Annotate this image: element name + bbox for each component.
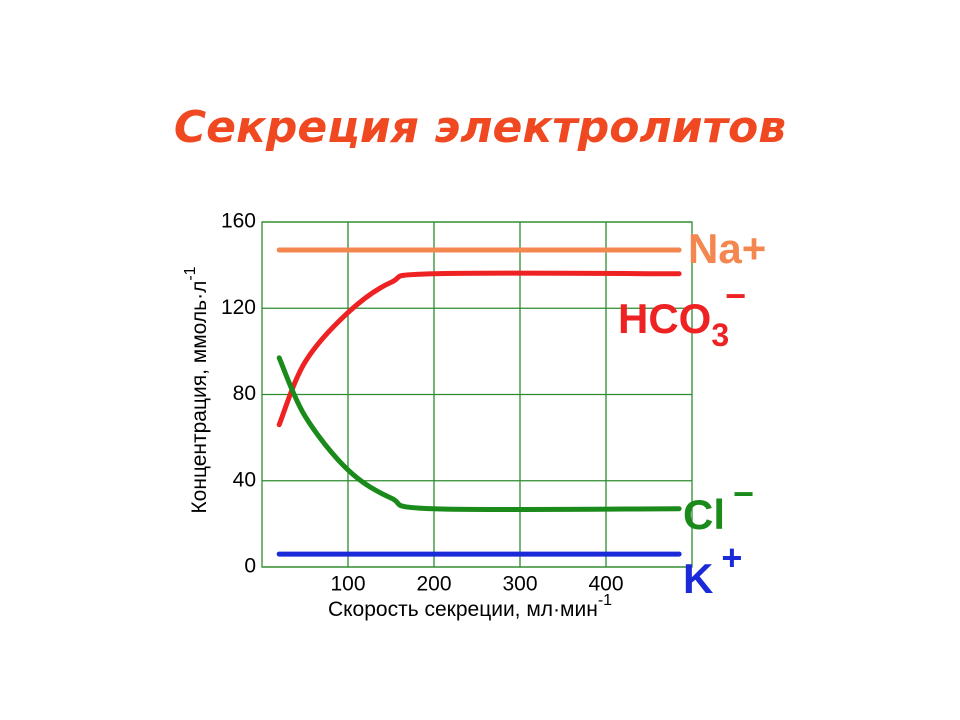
series-line <box>276 355 682 513</box>
y-axis-label: Концентрация, ммоль·л-1 <box>182 266 210 513</box>
series-name: Na+ <box>688 225 766 272</box>
y-axis-label-sup: -1 <box>182 266 199 280</box>
x-tick-label: 200 <box>416 573 451 596</box>
series-name: Cl <box>683 491 725 538</box>
series-subscript: 3 <box>711 317 729 353</box>
series-label: Cl − <box>683 473 754 539</box>
series-superscript: + <box>721 537 742 578</box>
x-tick-label: 100 <box>330 573 365 596</box>
x-axis-label-text: Скорость секреции, мл·мин <box>328 598 598 621</box>
plot-frame <box>261 221 693 568</box>
y-tick-label: 40 <box>233 468 256 491</box>
y-axis-label-text: Концентрация, ммоль·л <box>188 281 211 514</box>
series-superscript: − <box>725 275 746 316</box>
y-tick-label: 0 <box>244 555 256 578</box>
y-tick-label: 160 <box>221 210 256 233</box>
series-name: K <box>683 555 713 602</box>
title: Секреция электролитов <box>174 102 786 153</box>
x-axis-label-sup: -1 <box>598 592 612 609</box>
series-name: HCO <box>618 295 711 342</box>
series-line <box>276 270 682 428</box>
y-tick-label: 120 <box>221 296 256 319</box>
series-label: Na+ <box>688 225 766 272</box>
series-label: K + <box>683 537 742 603</box>
series-label: HCO3− <box>618 275 746 354</box>
x-tick-label: 300 <box>502 573 537 596</box>
x-tick-label: 400 <box>588 573 623 596</box>
series-superscript: − <box>733 473 754 514</box>
x-axis-label: Скорость секреции, мл·мин-1 <box>328 592 612 620</box>
y-tick-label: 80 <box>233 382 256 405</box>
